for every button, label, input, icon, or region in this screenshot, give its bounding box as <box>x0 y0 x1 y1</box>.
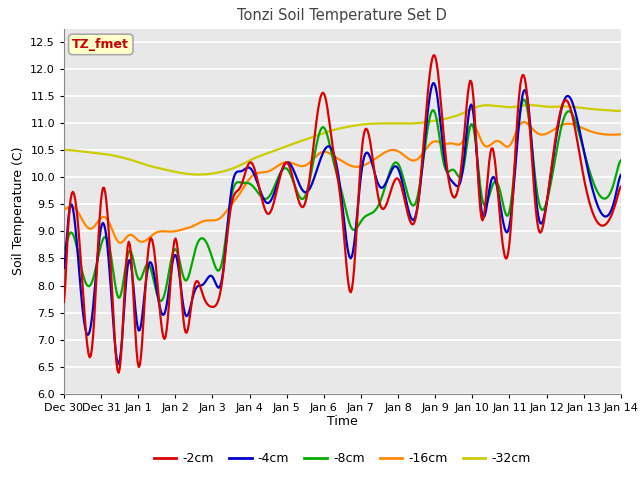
Title: Tonzi Soil Temperature Set D: Tonzi Soil Temperature Set D <box>237 9 447 24</box>
Text: TZ_fmet: TZ_fmet <box>72 38 129 51</box>
X-axis label: Time: Time <box>327 415 358 429</box>
Y-axis label: Soil Temperature (C): Soil Temperature (C) <box>12 147 25 276</box>
Legend: -2cm, -4cm, -8cm, -16cm, -32cm: -2cm, -4cm, -8cm, -16cm, -32cm <box>149 447 536 470</box>
